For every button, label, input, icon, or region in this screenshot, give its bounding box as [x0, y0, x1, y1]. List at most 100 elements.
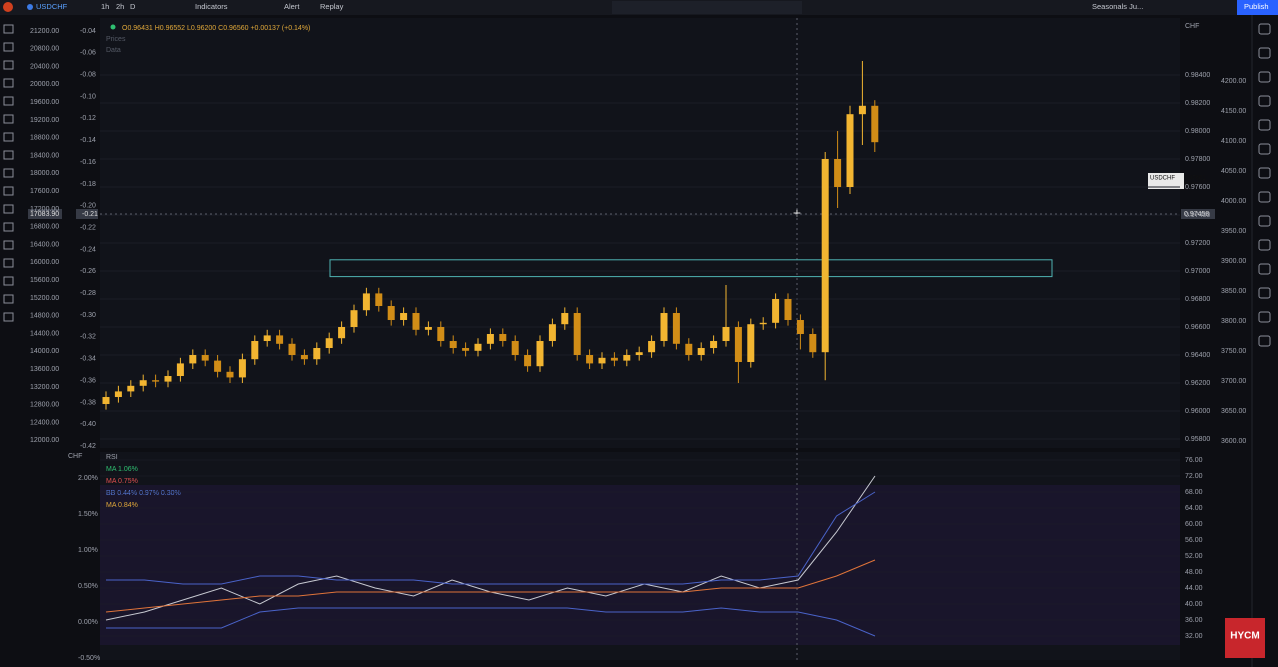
candle-body	[325, 338, 333, 349]
tool-icon[interactable]	[3, 222, 14, 232]
candle-body	[338, 327, 346, 339]
scale-label: -0.06	[80, 50, 96, 57]
candle-body	[362, 293, 370, 311]
sidebar-icon	[1258, 215, 1271, 227]
scale-label: 13200.00	[30, 384, 59, 391]
y-tick-label: 56.00	[1185, 537, 1203, 544]
candle-body	[412, 313, 420, 330]
tool-icon[interactable]	[3, 204, 14, 214]
candle-body	[313, 348, 321, 360]
drawing-tools[interactable]	[612, 1, 802, 14]
tool-icon[interactable]	[3, 132, 14, 142]
rsi-legend: MA 0.84%	[106, 502, 138, 509]
rsi-line	[106, 607, 876, 637]
sidebar-icon	[1258, 143, 1271, 155]
candle-body	[796, 320, 804, 335]
candle-body	[387, 306, 395, 321]
cross-tag	[28, 209, 62, 219]
y-tick-label: 36.00	[1185, 617, 1203, 624]
candle-body	[672, 313, 680, 344]
candle-body	[238, 359, 246, 378]
candle-body	[375, 293, 383, 307]
tool-icon[interactable]	[3, 114, 14, 124]
scale-label: -0.38	[80, 399, 96, 406]
interval[interactable]: D	[130, 2, 136, 11]
scale-label: 4000.00	[1221, 198, 1246, 205]
scale-label: 3850.00	[1221, 288, 1246, 295]
tool-icon[interactable]	[3, 24, 14, 34]
candle-body	[449, 341, 457, 349]
scale-label: 16000.00	[30, 259, 59, 266]
tool-icon[interactable]	[3, 258, 14, 268]
interval[interactable]: 1h	[101, 2, 109, 11]
y-tick-label: 0.97400	[1185, 212, 1210, 219]
candle-body	[747, 324, 755, 363]
cross-tag	[76, 209, 98, 219]
candle-body	[350, 310, 358, 328]
scale-label: 14000.00	[30, 348, 59, 355]
y-tick-label: 0.97600	[1185, 184, 1210, 191]
candle-body	[586, 355, 594, 364]
scale-label: 12000.00	[30, 437, 59, 444]
tool-icon[interactable]	[3, 240, 14, 250]
tool-icon[interactable]	[3, 60, 14, 70]
last-price-tag	[1148, 173, 1184, 189]
publish-button[interactable]	[1237, 0, 1278, 15]
alert-button[interactable]: Alert	[284, 2, 300, 11]
rsi-line	[106, 491, 876, 585]
scale-label: 15600.00	[30, 277, 59, 284]
candle-body	[834, 158, 842, 187]
candle-body	[139, 380, 147, 386]
scale-label: -0.10	[80, 93, 96, 100]
indicators-button[interactable]: Indicators	[195, 2, 228, 11]
scale-label: -0.16	[80, 159, 96, 166]
tool-icon[interactable]	[3, 168, 14, 178]
tool-icon[interactable]	[3, 150, 14, 160]
sidebar-icon	[1258, 239, 1271, 251]
scale-label: -0.20	[80, 203, 96, 210]
y-tick-label: 68.00	[1185, 489, 1203, 496]
avatar[interactable]	[3, 2, 13, 12]
scale-label: 3700.00	[1221, 378, 1246, 385]
scale-label: -0.36	[80, 377, 96, 384]
layout-button[interactable]: Seasonals Ju...	[1092, 2, 1143, 11]
symbol-icon	[27, 4, 33, 10]
candle-body	[610, 357, 618, 361]
sidebar-icon	[1258, 71, 1271, 83]
tool-icon[interactable]	[3, 312, 14, 322]
rsi-legend: MA 1.06%	[106, 466, 138, 473]
legend-item: Prices	[106, 36, 126, 43]
candle-body	[437, 327, 445, 342]
y-tick-label: 64.00	[1185, 505, 1203, 512]
scale-label: 3900.00	[1221, 258, 1246, 265]
publish-label[interactable]: Publish	[1244, 2, 1269, 11]
tool-icon[interactable]	[3, 186, 14, 196]
y-tick-label: 32.00	[1185, 633, 1203, 640]
scale-label: 21200.00	[30, 28, 59, 35]
sidebar-icon	[1258, 287, 1271, 299]
scale-label: 4200.00	[1221, 78, 1246, 85]
logo-box	[1225, 618, 1265, 658]
scale-label: 20800.00	[30, 46, 59, 53]
interval[interactable]: 2h	[116, 2, 124, 11]
candle-body	[251, 341, 259, 360]
tool-icon[interactable]	[3, 96, 14, 106]
scale-label: 18000.00	[30, 170, 59, 177]
scale-label: -0.24	[80, 246, 96, 253]
tag-symbol: USDCHF	[1150, 176, 1175, 182]
tool-icon[interactable]	[3, 276, 14, 286]
symbol[interactable]: USDCHF	[36, 2, 68, 11]
tool-icon[interactable]	[3, 294, 14, 304]
candle-body	[821, 158, 829, 353]
candle-body	[164, 376, 172, 382]
rsi-legend: BB 0.44% 0.97% 0.30%	[106, 490, 181, 497]
sidebar-icon	[1258, 23, 1271, 35]
replay-button[interactable]: Replay	[320, 2, 344, 11]
candle-body	[263, 335, 271, 342]
scale-label: 18800.00	[30, 135, 59, 142]
candle-body	[400, 313, 408, 321]
y-tick-label: 0.96400	[1185, 352, 1210, 359]
tool-icon[interactable]	[3, 42, 14, 52]
y-tick-label: 0.98000	[1185, 128, 1210, 135]
tool-icon[interactable]	[3, 78, 14, 88]
